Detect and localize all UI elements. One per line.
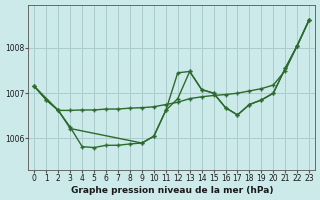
X-axis label: Graphe pression niveau de la mer (hPa): Graphe pression niveau de la mer (hPa)	[70, 186, 273, 195]
